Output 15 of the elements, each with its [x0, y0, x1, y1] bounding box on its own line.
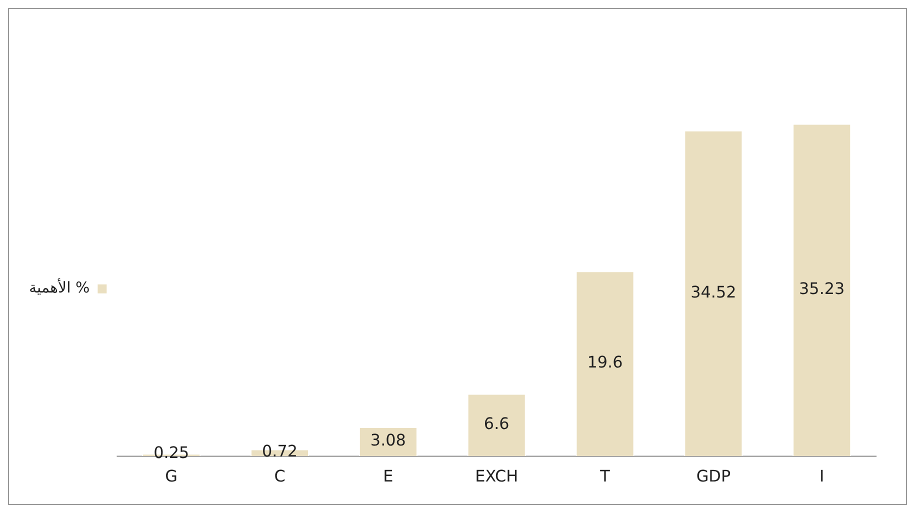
x-tick-label: GDP — [696, 466, 731, 486]
x-tick-label: C — [274, 466, 286, 486]
x-tick-label: T — [599, 466, 610, 486]
legend-label: الأهمية % — [29, 278, 90, 297]
data-label: 35.23 — [799, 279, 845, 298]
x-tick-label: E — [383, 466, 394, 486]
data-label: 3.08 — [370, 430, 406, 450]
data-label: 0.25 — [154, 443, 190, 462]
x-tick-label: EXCH — [475, 466, 518, 486]
data-label: 19.6 — [587, 352, 623, 372]
data-label: 0.72 — [262, 442, 298, 461]
data-label: 6.6 — [484, 414, 510, 434]
x-tick-label: G — [165, 466, 178, 486]
data-label: 34.52 — [690, 282, 736, 302]
x-tick-label: I — [820, 466, 824, 486]
